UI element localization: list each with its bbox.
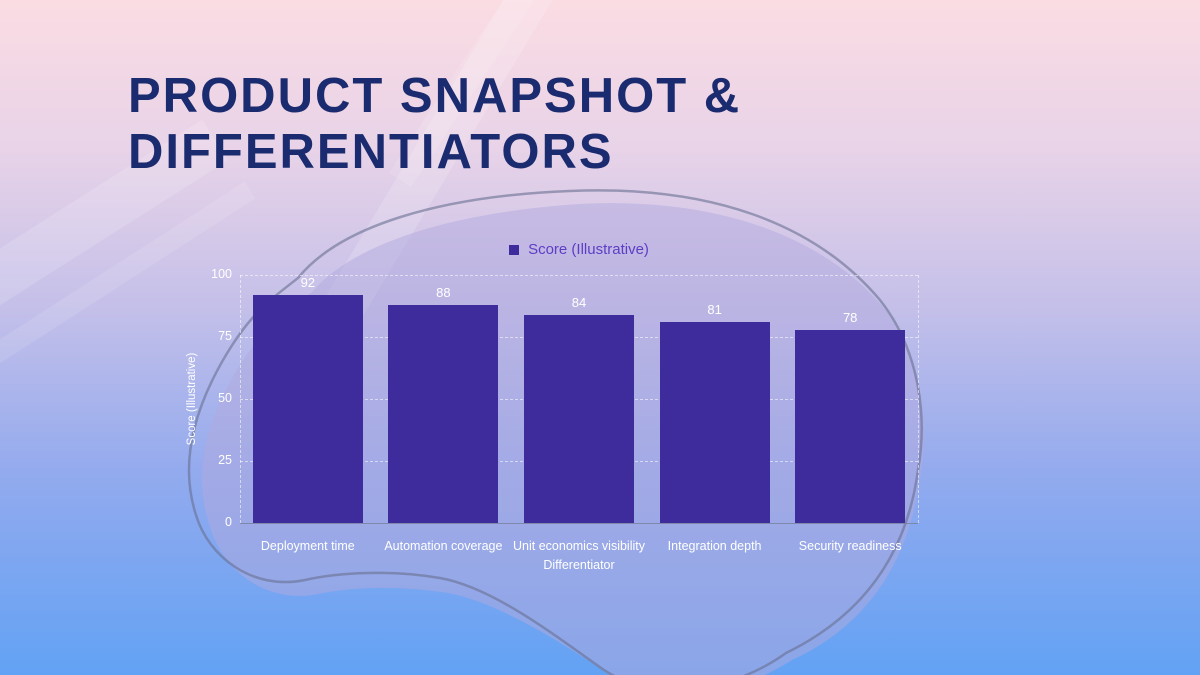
- legend-swatch-icon: [509, 244, 520, 255]
- bar-value-label: 92: [300, 274, 316, 290]
- gridline-horizontal: [240, 275, 918, 276]
- y-tick-label: 0: [225, 515, 232, 529]
- y-tick-label: 50: [218, 391, 232, 405]
- bar-security-readiness[interactable]: [795, 329, 906, 523]
- x-category-label: Deployment time: [260, 539, 355, 553]
- bar-value-label: 84: [571, 294, 587, 310]
- legend-label: Score (Illustrative): [528, 241, 649, 258]
- y-tick-label: 100: [211, 267, 232, 281]
- x-category-label: Unit economics visibility: [513, 539, 645, 553]
- gridline-vertical: [240, 275, 241, 523]
- x-category-label: Integration depth: [667, 539, 762, 553]
- bar-value-label: 78: [842, 309, 858, 325]
- plot-area: 92 Deployment time 88 Automation coverage 84…: [240, 274, 919, 553]
- bar-value-label: 88: [436, 284, 451, 300]
- x-category-label: Automation coverage: [384, 539, 503, 553]
- y-tick-label: 25: [218, 453, 232, 467]
- y-tick-label: 75: [218, 329, 232, 343]
- slide-title: PRODUCT SNAPSHOT & DIFFERENTIATORS: [128, 69, 742, 179]
- gridline-vertical: [918, 275, 919, 523]
- bar-integration-depth[interactable]: [659, 322, 770, 523]
- x-category-label: Security readiness: [798, 539, 902, 553]
- bar-deployment-time[interactable]: [252, 294, 363, 523]
- bar-automation-coverage[interactable]: [388, 304, 499, 523]
- bar-unit-economics-visibility[interactable]: [524, 314, 634, 523]
- chart-legend[interactable]: Score (Illustrative): [240, 241, 918, 258]
- x-axis-title: Differentiator: [543, 558, 615, 572]
- stripe-shape: [0, 181, 256, 364]
- bar-value-label: 81: [707, 302, 722, 318]
